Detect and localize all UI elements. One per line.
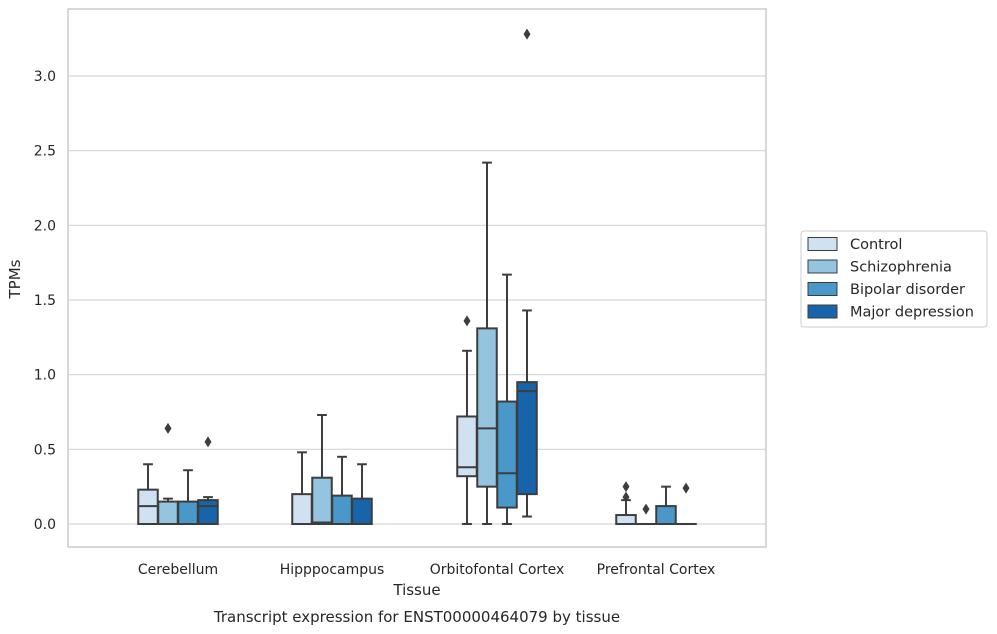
box-iqr xyxy=(476,327,498,488)
outlier-point xyxy=(204,436,212,448)
x-tick-label: Orbitofontal Cortex xyxy=(430,562,565,578)
legend-swatch xyxy=(807,259,838,274)
box-schizophrenia xyxy=(476,161,498,525)
box-iqr xyxy=(157,500,179,526)
outlier-point xyxy=(642,503,650,515)
box-iqr xyxy=(351,497,373,526)
box-iqr xyxy=(615,514,637,525)
outlier-point xyxy=(164,422,172,434)
y-tick-label: 3.0 xyxy=(34,69,56,85)
y-tick-labels: 0.0 0.5 1.0 1.5 2.0 2.5 3.0 xyxy=(34,69,56,533)
chart-caption: Transcript expression for ENST0000046407… xyxy=(213,608,620,626)
box-iqr xyxy=(177,500,199,526)
box-iqr xyxy=(496,400,518,509)
outlier-point xyxy=(523,28,531,40)
box-major-depression xyxy=(516,28,538,518)
plot-background xyxy=(68,9,766,547)
legend: Control Schizophrenia Bipolar disorder Majo… xyxy=(800,230,988,328)
x-tick-label: Cerebellum xyxy=(138,562,218,578)
legend-label: Schizophrenia xyxy=(850,260,952,276)
legend-frame xyxy=(800,230,988,328)
box-plot-marks xyxy=(137,28,697,526)
box-iqr xyxy=(291,493,313,525)
box-control xyxy=(137,463,159,525)
y-tick-label: 0.0 xyxy=(34,517,56,533)
y-tick-label: 2.5 xyxy=(34,144,56,160)
box-iqr xyxy=(516,381,538,496)
box-major-depression xyxy=(351,463,373,526)
x-tick-label: Prefrontal Cortex xyxy=(597,562,716,578)
plot-frame xyxy=(67,8,767,548)
x-tick-labels: Cerebellum Hipppocampus Orbitofontal Corte… xyxy=(138,562,715,578)
x-axis-title: Tissue xyxy=(392,581,440,599)
y-tick-label: 2.0 xyxy=(34,218,56,234)
gridlines xyxy=(68,75,766,525)
legend-label: Major depression xyxy=(850,305,974,321)
box-control xyxy=(291,451,313,525)
y-axis-title: TPMs xyxy=(6,259,24,299)
box-iqr xyxy=(331,494,353,526)
legend-swatch xyxy=(807,304,838,319)
y-tick-label: 1.5 xyxy=(34,293,56,309)
box-bipolar-disorder xyxy=(177,469,199,526)
box-control xyxy=(615,481,637,525)
outlier-point xyxy=(463,315,471,327)
legend-label: Bipolar disorder xyxy=(850,282,965,298)
y-tick-label: 1.0 xyxy=(34,368,56,384)
box-bipolar-disorder xyxy=(655,485,677,525)
legend-label: Control xyxy=(850,237,902,253)
outlier-point xyxy=(622,481,630,493)
box-major-depression xyxy=(197,436,219,525)
legend-swatch xyxy=(807,282,838,296)
box-iqr xyxy=(197,499,219,525)
box-major-depression xyxy=(675,482,697,526)
x-tick-label: Hipppocampus xyxy=(280,562,385,578)
y-tick-label: 0.5 xyxy=(34,442,56,458)
legend-swatch xyxy=(807,237,838,251)
box-iqr xyxy=(655,505,677,525)
outlier-point xyxy=(682,482,690,494)
outlier-point xyxy=(622,491,630,503)
box-iqr xyxy=(311,476,333,525)
box-control xyxy=(456,315,478,525)
